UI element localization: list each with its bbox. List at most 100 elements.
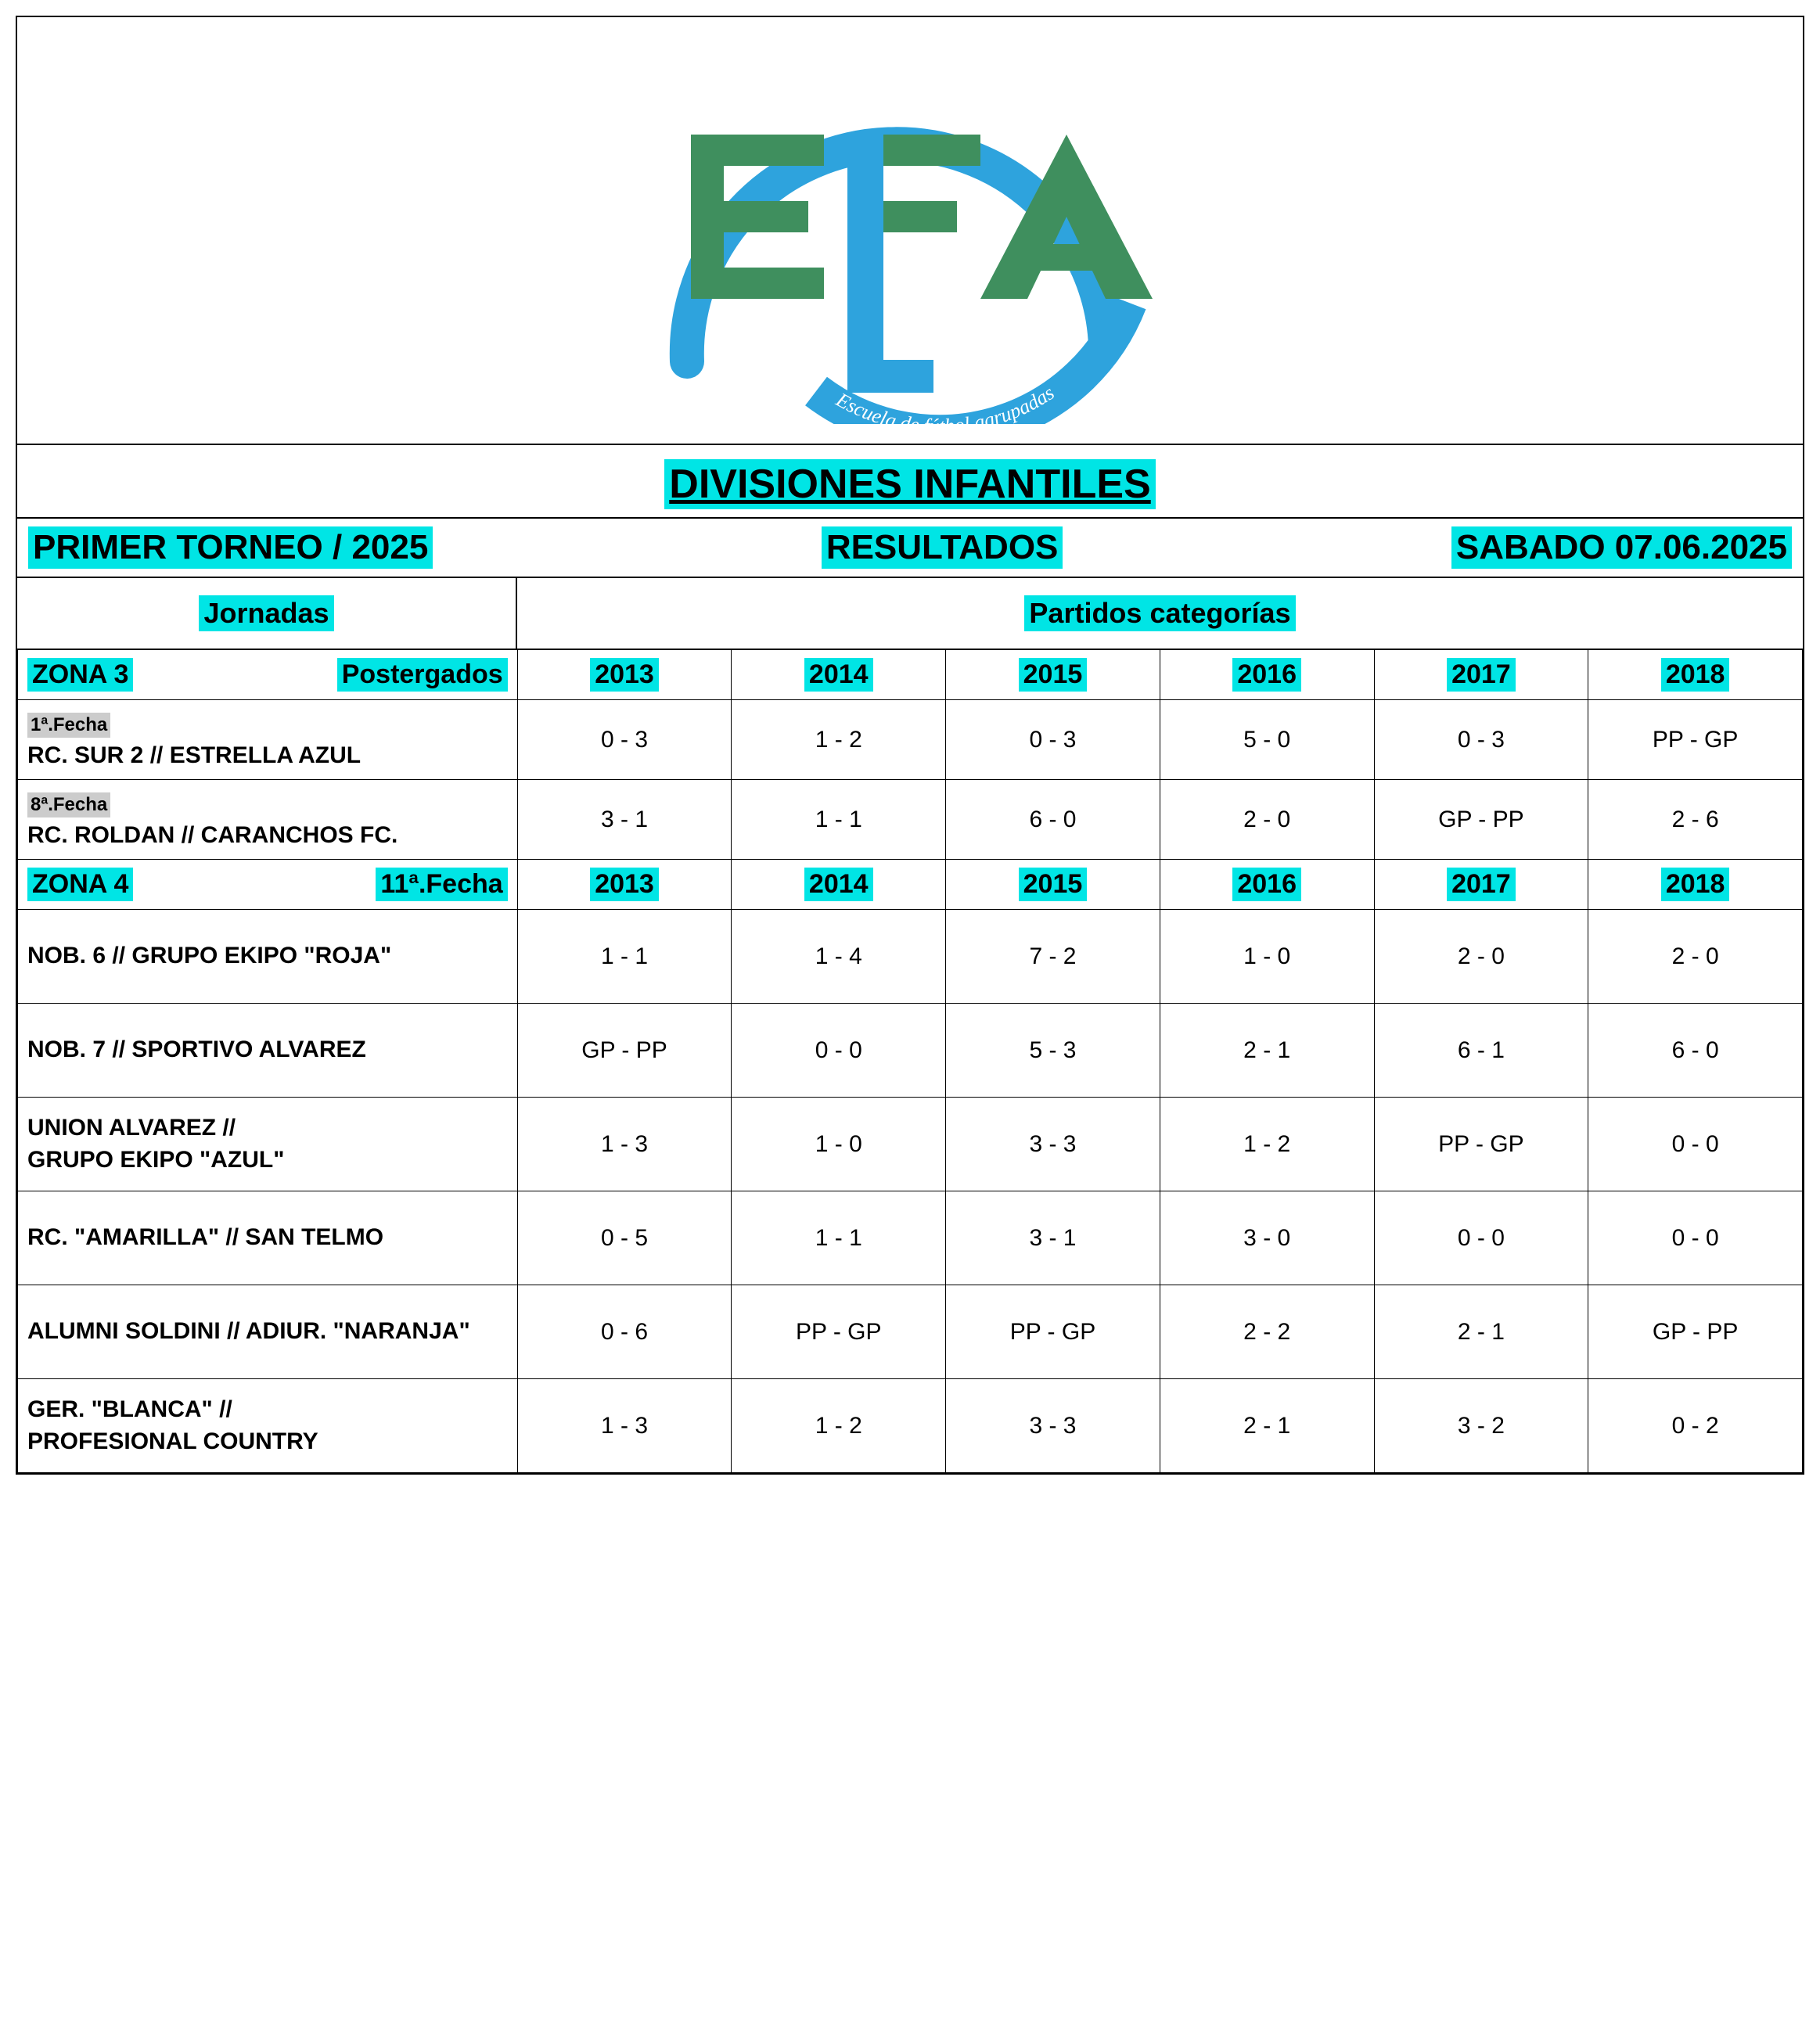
score-cell: 1 - 2 [1160,1098,1374,1191]
score-cell: 0 - 2 [1588,1379,1803,1473]
zone-right-label: 11ª.Fecha [376,868,507,901]
score-cell: 3 - 0 [1160,1191,1374,1285]
zone-header-row: ZONA 3Postergados 2013 2014 2015 2016 2017 201… [18,650,1803,700]
match-row: GER. "BLANCA" //PROFESIONAL COUNTRY1 - 3… [18,1379,1803,1473]
category-header: 2018 [1588,860,1803,910]
score-cell: 1 - 1 [732,1191,946,1285]
match-label: NOB. 6 // GRUPO EKIPO "ROJA" [18,910,518,1004]
score-cell: 3 - 1 [946,1191,1160,1285]
category-year: 2018 [1661,868,1730,901]
category-year: 2017 [1447,658,1516,692]
score-cell: 5 - 3 [946,1004,1160,1098]
score-cell: 2 - 1 [1160,1379,1374,1473]
category-year: 2015 [1019,658,1088,692]
subtitle-row: PRIMER TORNEO / 2025 RESULTADOS SABADO 0… [17,519,1803,578]
score-cell: 2 - 1 [1160,1004,1374,1098]
score-cell: 6 - 0 [946,780,1160,860]
category-header: 2013 [517,860,732,910]
zone-right-label: Postergados [337,658,508,692]
score-cell: GP - PP [1588,1285,1803,1379]
score-cell: GP - PP [517,1004,732,1098]
category-year: 2018 [1661,658,1730,692]
zone-header-row: ZONA 4 11ª.Fecha 2013 2014 2015 2016 2017 2018 [18,860,1803,910]
match-row: 8ª.FechaRC. ROLDAN // CARANCHOS FC.3 - 1… [18,780,1803,860]
match-label: NOB. 7 // SPORTIVO ALVAREZ [18,1004,518,1098]
fecha-tag: 8ª.Fecha [27,792,110,817]
jornadas-header: Jornadas [17,578,517,649]
score-cell: 0 - 3 [1374,700,1588,780]
category-header: 2016 [1160,650,1374,700]
categorias-header: Partidos categorías [517,578,1803,649]
category-year: 2014 [804,868,873,901]
score-cell: 1 - 1 [732,780,946,860]
category-year: 2013 [590,658,659,692]
results-table: ZONA 3Postergados 2013 2014 2015 2016 2017 201… [17,650,1803,1473]
score-cell: 0 - 0 [1588,1191,1803,1285]
score-cell: 6 - 0 [1588,1004,1803,1098]
match-label: 8ª.FechaRC. ROLDAN // CARANCHOS FC. [18,780,518,860]
score-cell: 1 - 2 [732,1379,946,1473]
efa-logo: Escuela de fútbol agrupadas [558,33,1262,424]
score-cell: 2 - 6 [1588,780,1803,860]
match-row: UNION ALVAREZ //GRUPO EKIPO "AZUL"1 - 31… [18,1098,1803,1191]
category-header: 2015 [946,860,1160,910]
category-year: 2016 [1232,658,1301,692]
score-cell: GP - PP [1374,780,1588,860]
jornadas-label: Jornadas [199,595,333,631]
title-row: DIVISIONES INFANTILES [17,445,1803,519]
score-cell: PP - GP [1588,700,1803,780]
date-label: SABADO 07.06.2025 [1451,526,1792,569]
tournament-label: PRIMER TORNEO / 2025 [28,526,433,569]
score-cell: 2 - 1 [1374,1285,1588,1379]
category-year: 2015 [1019,868,1088,901]
score-cell: 0 - 5 [517,1191,732,1285]
score-cell: 1 - 3 [517,1379,732,1473]
score-cell: 2 - 0 [1588,910,1803,1004]
score-cell: PP - GP [732,1285,946,1379]
score-cell: 2 - 2 [1160,1285,1374,1379]
logo-container: Escuela de fútbol agrupadas [17,17,1803,445]
match-row: RC. "AMARILLA" // SAN TELMO0 - 51 - 13 -… [18,1191,1803,1285]
score-cell: 1 - 3 [517,1098,732,1191]
category-header: 2015 [946,650,1160,700]
categorias-label: Partidos categorías [1024,595,1295,631]
score-cell: 6 - 1 [1374,1004,1588,1098]
match-row: 1ª.FechaRC. SUR 2 // ESTRELLA AZUL0 - 31… [18,700,1803,780]
results-document: Escuela de fútbol agrupadas [16,16,1804,1475]
score-cell: 2 - 0 [1374,910,1588,1004]
category-header: 2018 [1588,650,1803,700]
page-title: DIVISIONES INFANTILES [664,459,1155,509]
match-label: 1ª.FechaRC. SUR 2 // ESTRELLA AZUL [18,700,518,780]
match-label: UNION ALVAREZ //GRUPO EKIPO "AZUL" [18,1098,518,1191]
category-header: 2016 [1160,860,1374,910]
match-row: NOB. 7 // SPORTIVO ALVAREZGP - PP0 - 05 … [18,1004,1803,1098]
fecha-tag: 1ª.Fecha [27,713,110,738]
category-header: 2014 [732,860,946,910]
match-label: RC. "AMARILLA" // SAN TELMO [18,1191,518,1285]
score-cell: 5 - 0 [1160,700,1374,780]
score-cell: 0 - 0 [1374,1191,1588,1285]
category-header: 2017 [1374,650,1588,700]
score-cell: 1 - 0 [732,1098,946,1191]
category-year: 2016 [1232,868,1301,901]
score-cell: 3 - 1 [517,780,732,860]
match-row: ALUMNI SOLDINI // ADIUR. "NARANJA"0 - 6P… [18,1285,1803,1379]
category-year: 2017 [1447,868,1516,901]
score-cell: 0 - 3 [517,700,732,780]
zone-name: ZONA 4 [27,868,133,901]
match-label: GER. "BLANCA" //PROFESIONAL COUNTRY [18,1379,518,1473]
zone-label-cell: ZONA 3Postergados [18,650,518,700]
category-header: 2013 [517,650,732,700]
score-cell: PP - GP [946,1285,1160,1379]
match-label: ALUMNI SOLDINI // ADIUR. "NARANJA" [18,1285,518,1379]
results-label: RESULTADOS [822,526,1063,569]
category-year: 2013 [590,868,659,901]
score-cell: 3 - 3 [946,1098,1160,1191]
score-cell: 7 - 2 [946,910,1160,1004]
score-cell: 1 - 0 [1160,910,1374,1004]
category-year: 2014 [804,658,873,692]
zone-label-cell: ZONA 4 11ª.Fecha [18,860,518,910]
category-header: 2017 [1374,860,1588,910]
category-header: 2014 [732,650,946,700]
score-cell: 3 - 3 [946,1379,1160,1473]
